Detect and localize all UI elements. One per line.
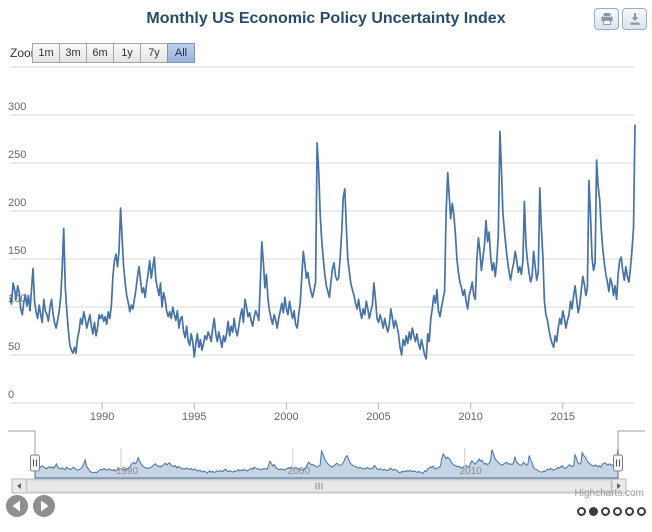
navigator-axis-labels: 1990 2000 2010: [116, 448, 482, 478]
svg-text:1995: 1995: [182, 411, 206, 423]
svg-text:2015: 2015: [551, 411, 575, 423]
pagination-dots: [577, 507, 646, 516]
range-selector: 1m 3m 6m 1y 7y All: [32, 43, 195, 63]
grip-rifles-icon: [315, 482, 323, 490]
page-dot[interactable]: [613, 507, 622, 516]
printer-icon: [600, 13, 613, 26]
svg-text:2010: 2010: [460, 466, 483, 477]
page-dot[interactable]: [577, 507, 586, 516]
svg-text:1990: 1990: [90, 411, 114, 423]
navigator-outline: [8, 430, 645, 455]
zoom-button-all[interactable]: All: [167, 43, 195, 63]
navigator-left-handle[interactable]: [30, 454, 40, 472]
navigator-area[interactable]: [34, 448, 619, 479]
zoom-button-1m[interactable]: 1m: [32, 43, 60, 63]
page-dot[interactable]: [601, 507, 610, 516]
svg-text:2005: 2005: [366, 411, 390, 423]
x-axis-labels: 1990 1995 2000 2005 2010 2015: [90, 403, 575, 423]
zoom-button-3m[interactable]: 3m: [59, 43, 87, 63]
page-dot[interactable]: [589, 507, 598, 516]
zoom-button-6m[interactable]: 6m: [86, 43, 114, 63]
svg-text:200: 200: [8, 197, 26, 209]
zoom-button-7y[interactable]: 7y: [140, 43, 168, 63]
svg-text:150: 150: [8, 245, 26, 257]
page-dot[interactable]: [625, 507, 634, 516]
scrollbar-left-button[interactable]: [11, 478, 27, 494]
series-line[interactable]: [9, 124, 636, 360]
svg-text:1990: 1990: [116, 466, 139, 477]
scrollbar-right-button[interactable]: [611, 478, 627, 494]
next-button[interactable]: [33, 495, 55, 517]
highcharts-credit[interactable]: Highcharts.com: [574, 488, 644, 499]
print-button[interactable]: [594, 8, 619, 30]
chart-title: Monthly US Economic Policy Uncertainty I…: [146, 10, 506, 27]
svg-text:250: 250: [8, 149, 26, 161]
svg-text:2000: 2000: [288, 466, 311, 477]
svg-text:2010: 2010: [458, 411, 482, 423]
prev-button[interactable]: [6, 495, 28, 517]
scroll-left-arrow-icon: [17, 483, 21, 489]
zoom-button-1y[interactable]: 1y: [113, 43, 141, 63]
svg-text:300: 300: [8, 101, 26, 113]
svg-text:50: 50: [8, 341, 20, 353]
navigator-right-handle[interactable]: [613, 454, 623, 472]
scroll-right-arrow-icon: [617, 483, 621, 489]
page-dot[interactable]: [637, 507, 646, 516]
download-icon: [629, 13, 640, 25]
next-arrow-icon: [41, 500, 49, 512]
scrollbar[interactable]: [11, 478, 627, 494]
svg-text:0: 0: [8, 389, 14, 401]
navigator[interactable]: [30, 448, 623, 479]
download-button[interactable]: [622, 8, 647, 30]
exporting-buttons: [594, 8, 647, 30]
svg-text:2000: 2000: [274, 411, 298, 423]
prev-arrow-icon: [12, 500, 20, 512]
